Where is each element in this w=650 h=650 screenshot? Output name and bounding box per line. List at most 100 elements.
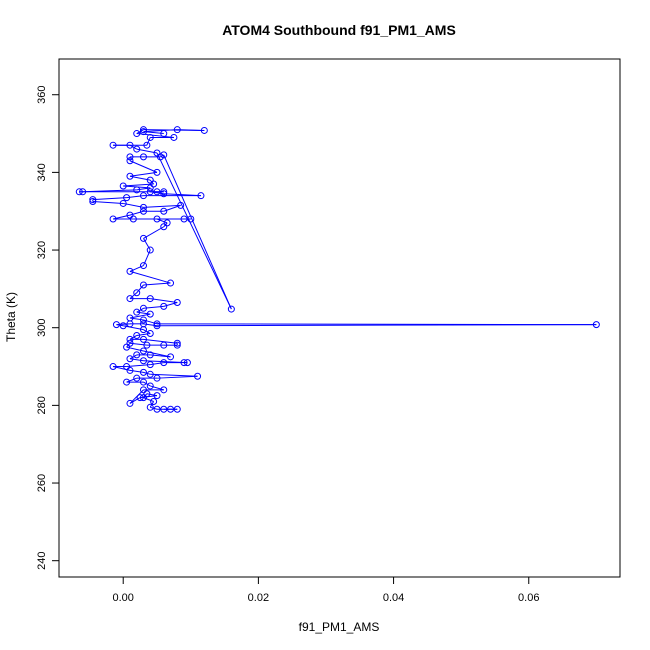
- series-line-segment: [126, 364, 151, 368]
- data-point: [146, 188, 154, 196]
- data-point: [133, 331, 141, 339]
- data-point: [146, 370, 154, 378]
- data-point: [133, 351, 141, 359]
- series-line-segment: [129, 171, 158, 177]
- series-lines: [79, 129, 597, 410]
- y-tick-label: 320: [36, 241, 48, 259]
- data-point: [160, 405, 168, 413]
- series-line-segment: [143, 360, 188, 364]
- series-line-segment: [163, 193, 201, 197]
- data-point: [177, 201, 185, 209]
- data-point: [167, 353, 175, 361]
- data-point: [153, 374, 161, 382]
- series-line-segment: [129, 369, 144, 373]
- data-point: [153, 322, 161, 330]
- data-point: [153, 168, 161, 176]
- series-line-segment: [150, 406, 158, 410]
- x-axis: 0.00 0.02 0.04 0.06: [112, 577, 539, 604]
- data-point: [139, 207, 147, 215]
- data-point: [180, 215, 188, 223]
- data-point: [126, 141, 134, 149]
- y-axis-label: Theta (K): [4, 292, 18, 342]
- x-axis-label: f91_PM1_AMS: [299, 620, 380, 634]
- series-line-segment: [129, 210, 144, 216]
- data-point: [133, 308, 141, 316]
- series-line-segment: [143, 371, 151, 375]
- series-line-segment: [136, 333, 151, 336]
- data-point: [160, 302, 168, 310]
- data-point: [146, 382, 154, 390]
- data-point: [123, 194, 131, 202]
- series-line-segment: [143, 381, 151, 387]
- data-point: [139, 281, 147, 289]
- data-point: [146, 133, 154, 141]
- y-axis: 240 260 280 300 320 340 360: [36, 86, 59, 570]
- series-line-segment: [129, 335, 137, 340]
- data-point: [146, 330, 154, 338]
- data-point: [167, 279, 175, 287]
- series-line-segment: [150, 298, 178, 303]
- data-point: [183, 359, 191, 367]
- series-points: [75, 126, 600, 413]
- data-point: [119, 322, 127, 330]
- y-tick-label: 340: [36, 163, 48, 181]
- series-line-segment: [143, 338, 178, 344]
- series-line-segment: [116, 323, 130, 326]
- data-point: [197, 192, 205, 200]
- series-line-segment: [163, 154, 232, 310]
- series-line-segment: [146, 137, 151, 146]
- data-point: [160, 130, 168, 138]
- series-line-segment: [157, 323, 597, 326]
- plot-frame: [58, 58, 621, 578]
- data-point: [150, 397, 158, 405]
- data-point: [126, 172, 134, 180]
- series-line-segment: [129, 317, 144, 321]
- data-point: [153, 405, 161, 413]
- data-point: [592, 321, 600, 329]
- y-tick-label: 280: [36, 396, 48, 414]
- x-tick-label: 0.04: [383, 592, 404, 604]
- data-point: [133, 130, 141, 138]
- data-point: [126, 355, 134, 363]
- series-line-segment: [143, 282, 171, 286]
- data-point: [153, 188, 161, 196]
- data-point: [194, 372, 202, 380]
- series-line-segment: [143, 226, 165, 239]
- data-point: [139, 192, 147, 200]
- data-point: [146, 403, 154, 411]
- series-line-segment: [123, 183, 154, 187]
- data-point: [146, 176, 154, 184]
- data-point: [123, 378, 131, 386]
- y-tick-label: 300: [36, 319, 48, 337]
- data-point: [143, 341, 151, 349]
- data-point: [153, 149, 161, 157]
- data-point: [139, 234, 147, 242]
- series-line-segment: [129, 397, 141, 404]
- series-line-segment: [143, 204, 181, 208]
- series-line-segment: [126, 377, 137, 383]
- series-line-segment: [92, 197, 127, 201]
- data-point: [139, 386, 147, 394]
- series-line-segment: [150, 373, 198, 377]
- data-point: [173, 298, 181, 306]
- data-point: [126, 153, 134, 161]
- data-point: [139, 347, 147, 355]
- series-line-segment: [82, 189, 137, 193]
- series-line-segment: [92, 201, 124, 204]
- data-point: [136, 394, 144, 402]
- data-point: [133, 374, 141, 382]
- series-line-segment: [143, 238, 151, 251]
- series-line-segment: [150, 385, 164, 391]
- data-point: [146, 310, 154, 318]
- data-point: [146, 361, 154, 369]
- series-line-segment: [156, 375, 198, 379]
- data-point: [153, 215, 161, 223]
- data-point: [170, 133, 178, 141]
- data-point: [146, 351, 154, 359]
- data-point: [173, 339, 181, 347]
- data-point: [109, 141, 117, 149]
- series-line-segment: [143, 129, 178, 133]
- data-point: [89, 198, 97, 206]
- series-line-segment: [129, 160, 158, 173]
